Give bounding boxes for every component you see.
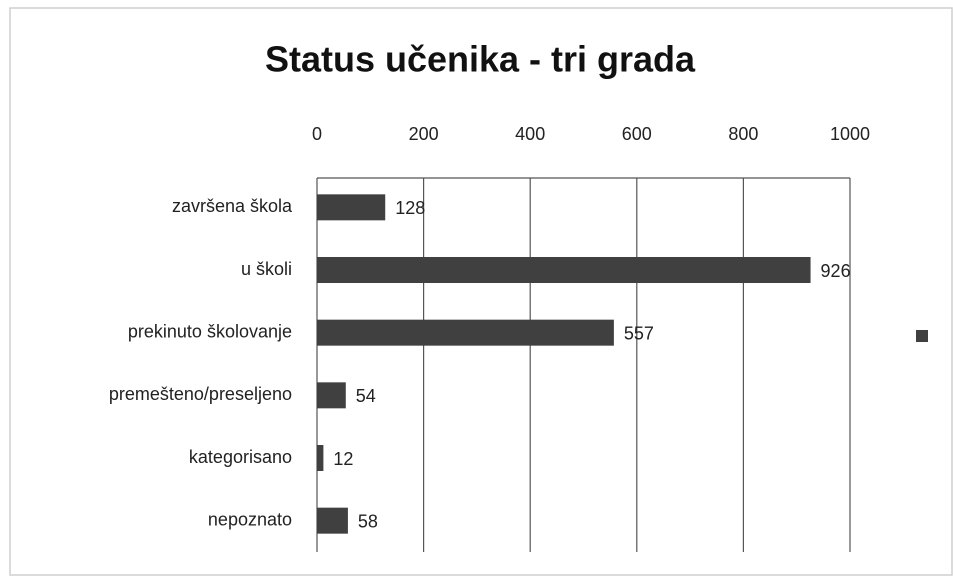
bar	[317, 194, 386, 221]
data-label: 557	[624, 323, 654, 343]
x-tick-label: 200	[409, 124, 439, 144]
chart-title: Status učenika - tri grada	[265, 39, 696, 80]
bar	[317, 382, 346, 409]
legend-marker	[916, 330, 928, 342]
y-tick-label: završena škola	[172, 196, 293, 216]
data-label: 926	[821, 261, 851, 281]
data-label: 12	[333, 449, 353, 469]
x-tick-label: 0	[312, 124, 322, 144]
y-tick-label: nepoznato	[208, 509, 292, 529]
y-tick-label: prekinuto školovanje	[128, 321, 292, 341]
data-label: 58	[358, 511, 378, 531]
data-label: 128	[395, 198, 425, 218]
x-tick-label: 1000	[830, 124, 870, 144]
x-tick-label: 400	[515, 124, 545, 144]
x-tick-label: 600	[622, 124, 652, 144]
chart-frame	[9, 7, 953, 576]
data-label: 54	[356, 386, 376, 406]
bar	[317, 257, 811, 283]
bar	[317, 445, 324, 471]
x-tick-label: 800	[728, 124, 758, 144]
y-tick-label: kategorisano	[189, 447, 292, 467]
bar	[317, 319, 614, 346]
bar	[317, 507, 348, 534]
y-tick-label: premešteno/preseljeno	[109, 384, 292, 404]
y-tick-label: u školi	[241, 259, 292, 279]
